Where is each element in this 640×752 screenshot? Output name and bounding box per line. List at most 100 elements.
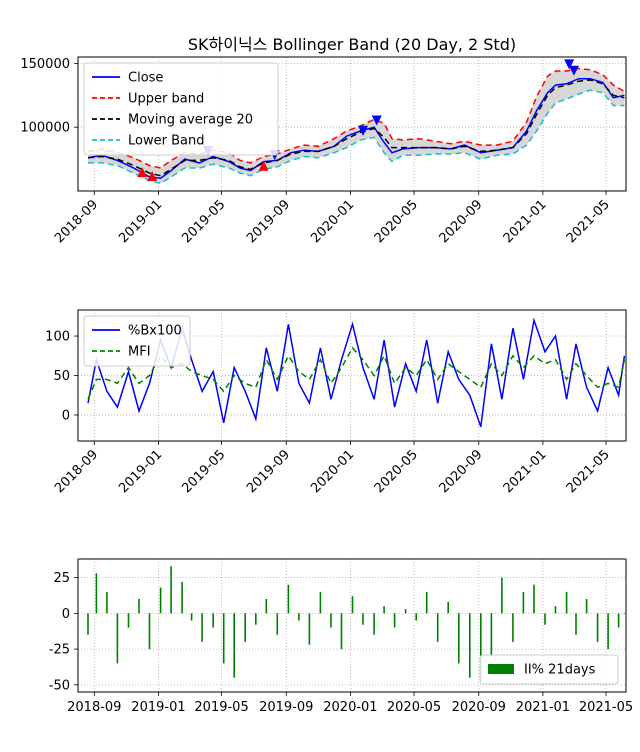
bar <box>480 613 482 682</box>
price-panel: 2018-09 2019-01 2019-05 2019-09 2020-01 2020-… <box>20 56 627 246</box>
bar <box>447 601 449 614</box>
y-tick-label: 0 <box>62 607 70 622</box>
x-tick-label: 2019-01 <box>131 700 185 715</box>
sell-marker <box>358 125 369 136</box>
bar <box>255 613 257 625</box>
bar <box>287 584 290 614</box>
y-tick-label: -50 <box>49 678 70 693</box>
bar <box>106 591 108 614</box>
legend-label: Moving average 20 <box>128 113 253 128</box>
bar <box>362 613 364 625</box>
y-tick-label: 25 <box>53 571 70 586</box>
bar <box>181 581 183 614</box>
legend-label: %Bx100 <box>128 324 182 339</box>
bar <box>596 613 599 642</box>
bar <box>116 613 119 664</box>
bar <box>127 613 130 628</box>
bar <box>222 613 225 664</box>
legend-label: Close <box>128 71 163 86</box>
x-tick-label: 2019-09 <box>244 197 293 246</box>
x-tick-label: 2021-01 <box>501 197 550 246</box>
x-tick-label: 2021-05 <box>564 447 613 496</box>
x-tick-label: 2019-09 <box>244 447 293 496</box>
legend: %Bx100 MFI <box>83 315 191 367</box>
axes-frame <box>77 309 627 442</box>
bar <box>87 613 89 635</box>
ii-panel: 2018-09 2019-01 2019-05 2019-09 2020-01 2020-… <box>49 558 633 715</box>
bar <box>533 584 535 614</box>
y-tick-label: 100000 <box>20 121 70 136</box>
bar <box>565 591 568 614</box>
x-tick-label: 2020-09 <box>437 447 486 496</box>
y-tick-label: 50 <box>53 369 70 384</box>
bar <box>244 613 246 642</box>
x-tick-label: 2020-09 <box>452 700 506 715</box>
x-tick-label: 2020-05 <box>372 197 421 246</box>
buy-marker <box>258 160 269 171</box>
bar <box>233 613 235 678</box>
bar <box>469 613 471 678</box>
buy-marker <box>147 170 158 181</box>
legend-label: Upper band <box>128 92 204 107</box>
y-tick-label: 100 <box>45 330 70 345</box>
x-tick-label: 2020-01 <box>308 197 357 246</box>
x-tick-label: 2021-05 <box>579 700 633 715</box>
grid: 2018-09 2019-01 2019-05 2019-09 2020-01 2020-… <box>49 559 633 715</box>
bar <box>458 613 460 664</box>
legend-box <box>83 315 191 367</box>
bar <box>148 613 151 650</box>
x-tick-label: 2019-05 <box>179 197 228 246</box>
bar <box>490 613 493 657</box>
bar <box>607 613 609 650</box>
bar <box>617 613 620 628</box>
indicator-panel: 2018-09 2019-01 2019-05 2019-09 2020-01 2020-… <box>45 309 627 496</box>
sell-marker <box>564 59 575 70</box>
bar <box>330 613 332 628</box>
series-lower-band <box>88 89 625 185</box>
x-tick-label: 2020-01 <box>308 447 357 496</box>
bar <box>190 613 193 621</box>
legend: Close Upper band Moving average 20 Lower Ba… <box>83 62 279 156</box>
bar <box>276 613 279 635</box>
series-mfi <box>87 346 626 400</box>
bar <box>159 587 162 614</box>
x-tick-label: 2018-09 <box>52 447 101 496</box>
bar <box>351 596 354 614</box>
legend-label: MFI <box>128 345 151 360</box>
x-tick-label: 2019-05 <box>179 447 228 496</box>
bar <box>404 609 407 614</box>
bar <box>201 613 203 642</box>
legend: II% 21days <box>479 654 619 685</box>
bar <box>340 613 343 650</box>
plot-area <box>87 566 626 682</box>
bar <box>393 613 396 628</box>
bar <box>170 566 172 614</box>
sell-marker <box>371 115 382 126</box>
buy-marker <box>137 167 148 178</box>
x-tick-label: 2018-09 <box>67 700 121 715</box>
bar <box>585 599 588 614</box>
figure-title: SK하이닉스 Bollinger Band (20 Day, 2 Std) <box>188 35 516 54</box>
legend-swatch <box>488 664 514 674</box>
legend-box <box>479 654 619 685</box>
bar <box>415 613 417 621</box>
bar <box>544 613 546 625</box>
bar <box>575 613 577 635</box>
x-tick-label: 2020-05 <box>372 447 421 496</box>
x-tick-label: 2019-01 <box>116 197 165 246</box>
bar <box>298 613 300 621</box>
bar <box>319 591 322 614</box>
series-moving-average-20 <box>87 79 625 177</box>
x-tick-label: 2021-01 <box>516 700 570 715</box>
bar <box>373 613 375 635</box>
x-tick-label: 2020-05 <box>387 700 441 715</box>
bar <box>436 613 439 642</box>
x-tick-label: 2019-01 <box>116 447 165 496</box>
x-tick-label: 2019-09 <box>259 700 313 715</box>
legend-label: Lower Band <box>128 134 204 149</box>
bar <box>95 573 98 614</box>
bar <box>265 599 268 614</box>
y-tick-label: 150000 <box>20 57 70 72</box>
sell-marker <box>568 65 579 76</box>
